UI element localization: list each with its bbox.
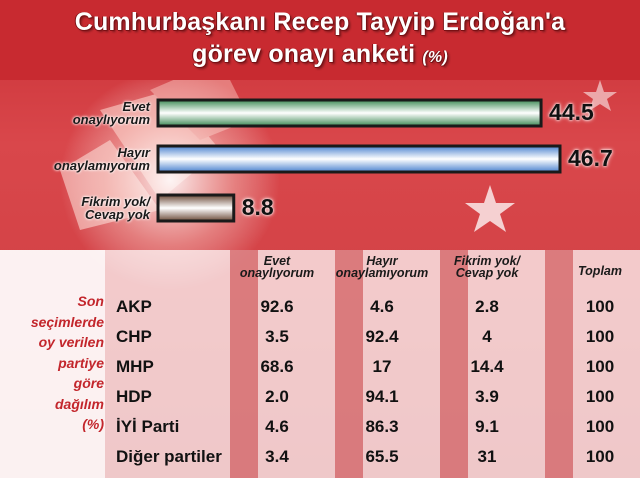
table-cell: 17 [372,357,392,376]
bar-category-label-line: Hayır [117,145,150,160]
column-header-line: Fikrim yok/ [454,254,520,268]
table-row: MHP 68.6 17 14.4 100 [0,353,640,381]
bar-category-label: Evet onaylıyorum [0,100,150,126]
table-cell: 9.1 [475,417,499,436]
bar-value-label: 8.8 [241,194,274,220]
bar-category-label-line: onaylamıyorum [53,158,150,173]
column-header-line: onaylamıyorum [335,266,429,280]
bar-value-label: 46.7 [568,145,613,171]
column-header-line: onaylıyorum [239,266,315,280]
bar-1 [156,98,543,128]
table-row: İYİ Parti 4.6 86.3 9.1 100 [0,413,640,441]
approval-bar-chart [156,98,562,223]
column-header-line: Evet [263,254,291,268]
bar-category-label: Fikrim yok/Cevap yok [0,195,150,221]
table-cell: 4.6 [265,417,289,436]
table-cell: 31 [477,447,497,466]
table-row: AKP 92.6 4.6 2.8 100 [0,293,640,321]
party-breakdown-table: Son seçimlerde oy verilen partiye göre dağılı… [0,255,640,478]
table-cell: 3.4 [265,447,289,466]
table-cell: 92.6 [260,297,294,316]
column-header-line: Hayır [366,254,398,268]
table-cell: 100 [585,327,615,346]
party-name: CHP [116,327,152,346]
bar-3 [156,193,236,223]
table-cell: 100 [585,297,615,316]
table-background [0,250,640,478]
side-label-line: partiye [58,354,104,371]
table-cell: 14.4 [470,357,504,376]
bar-2 [156,144,562,174]
star-icon [465,185,515,232]
column-header-line: Cevap yok [455,266,519,280]
bar-category-label: Hayır onaylamıyorum [0,146,150,172]
table-row: HDP 2.0 94.1 3.9 100 [0,383,640,411]
chart-subtitle: görev onayı anketi (%) [0,40,640,69]
party-name: İYİ Parti [116,417,180,436]
table-cell: 92.4 [365,327,399,346]
table-cell: 3.5 [265,327,289,346]
side-label-line: Son [77,293,104,309]
column-header-line: Toplam [578,264,622,278]
table-cell: 100 [585,387,615,406]
table-row: Diğer partiler 3.4 65.5 31 100 [0,443,640,471]
title-banner: Cumhurbaşkanı Recep Tayyip Erdoğan'a gör… [0,0,640,80]
table-cell: 4.6 [370,297,394,316]
column-header: Fikrim yok/Cevap yok [442,254,532,280]
party-name: HDP [116,387,152,406]
table-cell: 100 [585,417,615,436]
table-cell: 2.8 [475,297,499,316]
table-cell: 65.5 [365,447,399,466]
bar-value-label: 44.5 [549,99,594,125]
table-cell: 94.1 [365,387,399,406]
bar-category-label-line: onaylıyorum [72,112,150,127]
table-side-label: Son seçimlerde oy verilen partiye göre dağılı… [8,291,104,435]
table-cell: 2.0 [265,387,289,406]
table-cell: 4 [482,327,492,346]
bar-category-label-line: Cevap yok [84,207,150,222]
bar-category-label-line: Evet [122,99,150,114]
column-header: Hayır onaylamıyorum [325,254,439,280]
table-cell: 86.3 [365,417,399,436]
side-label-line: seçimlerde [30,313,104,330]
party-name: Diğer partiler [116,447,222,466]
party-name: MHP [116,357,154,376]
table-cell: 100 [585,357,615,376]
unit-label: (%) [422,49,448,66]
bar-category-label-line: Fikrim yok/ [81,194,150,209]
column-header: Toplam [555,264,640,278]
side-label-line: dağılım [54,395,104,412]
table-cell: 68.6 [260,357,294,376]
side-label-line: (%) [82,416,104,432]
star-icon [583,80,617,111]
side-label-line: göre [73,375,104,391]
party-name: AKP [116,297,152,316]
side-label-line: oy verilen [38,334,104,350]
chart-title: Cumhurbaşkanı Recep Tayyip Erdoğan'a [74,8,566,36]
table-cell: 3.9 [475,387,499,406]
column-header: Evet onaylıyorum [232,254,322,280]
chart-subtitle-text: görev onayı anketi [192,40,416,68]
table-row: CHP 3.5 92.4 4 100 [0,323,640,351]
table-cell: 100 [585,447,615,466]
